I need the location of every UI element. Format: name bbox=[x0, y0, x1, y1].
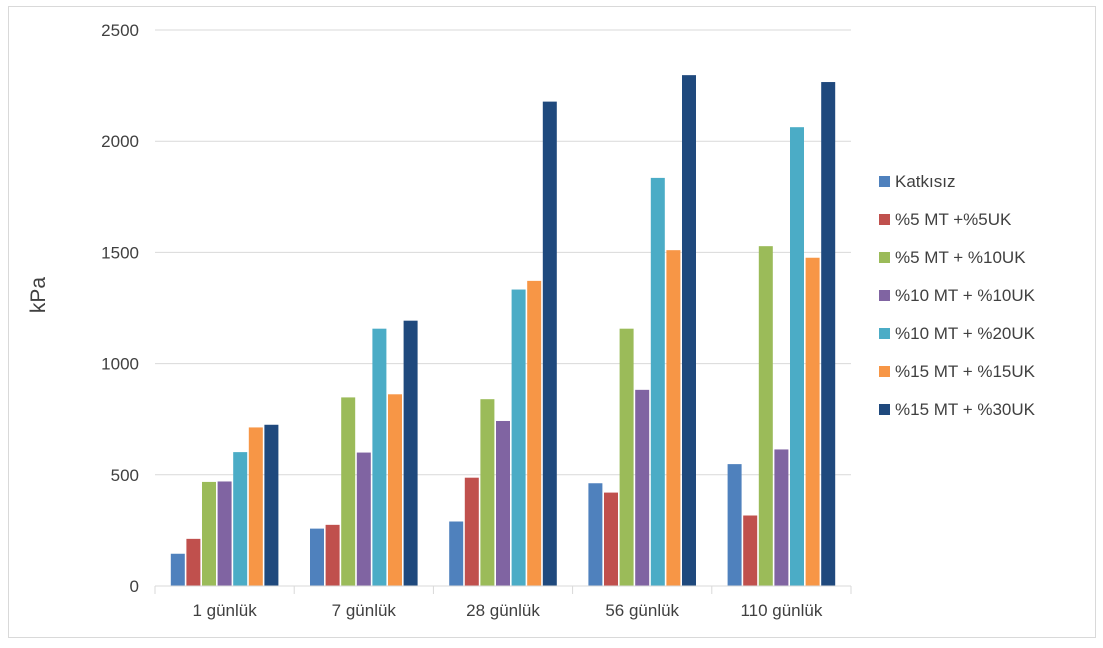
y-axis-ticks: 0 500 1000 1500 2000 2500 bbox=[101, 21, 139, 596]
bar bbox=[356, 452, 371, 586]
legend-label: %10 MT + %20UK bbox=[895, 324, 1036, 343]
bar bbox=[805, 257, 820, 586]
bar bbox=[821, 82, 836, 587]
bar bbox=[790, 127, 804, 587]
bar-chart: 0 500 1000 1500 2000 2500 kPa 1 günlük 7 günlü… bbox=[27, 21, 1036, 620]
legend-swatch bbox=[879, 290, 890, 301]
y-tick-label: 0 bbox=[130, 577, 139, 596]
bar bbox=[743, 515, 758, 586]
bar bbox=[372, 328, 387, 586]
chart-container: 0 500 1000 1500 2000 2500 kPa 1 günlük 7 günlü… bbox=[8, 6, 1096, 638]
bar bbox=[388, 394, 402, 586]
bar bbox=[464, 477, 479, 586]
legend-label: Katkısız bbox=[895, 172, 955, 191]
legend-label: %5 MT + %10UK bbox=[895, 248, 1026, 267]
y-tick-label: 500 bbox=[111, 466, 139, 485]
y-tick-label: 2000 bbox=[101, 132, 139, 151]
bar bbox=[527, 280, 542, 586]
bar bbox=[233, 452, 248, 586]
legend-label: %15 MT + %15UK bbox=[895, 362, 1036, 381]
y-tick-label: 2500 bbox=[101, 21, 139, 40]
x-tick-label: 7 günlük bbox=[332, 601, 397, 620]
x-tick-label: 1 günlük bbox=[192, 601, 257, 620]
bar bbox=[403, 320, 418, 586]
x-tick-label: 110 günlük bbox=[740, 601, 822, 620]
bar bbox=[217, 481, 232, 586]
bar bbox=[202, 481, 216, 586]
legend-swatch bbox=[879, 328, 890, 339]
legend-label: %15 MT + %30UK bbox=[895, 400, 1036, 419]
x-tick-label: 56 günlük bbox=[605, 601, 679, 620]
bar bbox=[170, 553, 185, 586]
bars bbox=[170, 75, 836, 587]
bar bbox=[619, 328, 634, 586]
y-tick-label: 1000 bbox=[101, 355, 139, 374]
y-tick-label: 1500 bbox=[101, 243, 139, 262]
bar bbox=[588, 483, 603, 586]
legend-label: %5 MT +%5UK bbox=[895, 210, 1012, 229]
legend-swatch bbox=[879, 366, 890, 377]
bar bbox=[496, 420, 510, 586]
bar bbox=[248, 427, 263, 586]
legend-swatch bbox=[879, 214, 890, 225]
legend-swatch bbox=[879, 404, 890, 415]
bar bbox=[511, 289, 526, 586]
bar bbox=[186, 538, 201, 586]
bar bbox=[774, 449, 789, 586]
bar bbox=[264, 424, 279, 586]
y-axis-label: kPa bbox=[27, 277, 50, 314]
legend: Katkısız %5 MT +%5UK %5 MT + %10UK %10 MT +… bbox=[879, 172, 1036, 419]
bar bbox=[727, 464, 742, 586]
bar bbox=[758, 246, 773, 587]
bar bbox=[650, 177, 665, 586]
bar bbox=[604, 492, 618, 586]
x-axis: 1 günlük 7 günlük 28 günlük 56 günlük 110 gü… bbox=[154, 585, 852, 620]
legend-swatch bbox=[879, 252, 890, 263]
legend-swatch bbox=[879, 176, 890, 187]
bar bbox=[325, 524, 340, 586]
bar bbox=[449, 521, 464, 586]
bar bbox=[341, 397, 356, 586]
bar bbox=[542, 101, 557, 587]
bar bbox=[682, 75, 696, 586]
bar bbox=[635, 389, 650, 586]
legend-label: %10 MT + %10UK bbox=[895, 286, 1036, 305]
bar bbox=[666, 250, 681, 586]
bar bbox=[480, 399, 495, 586]
x-tick-label: 28 günlük bbox=[466, 601, 540, 620]
bar bbox=[310, 528, 324, 586]
